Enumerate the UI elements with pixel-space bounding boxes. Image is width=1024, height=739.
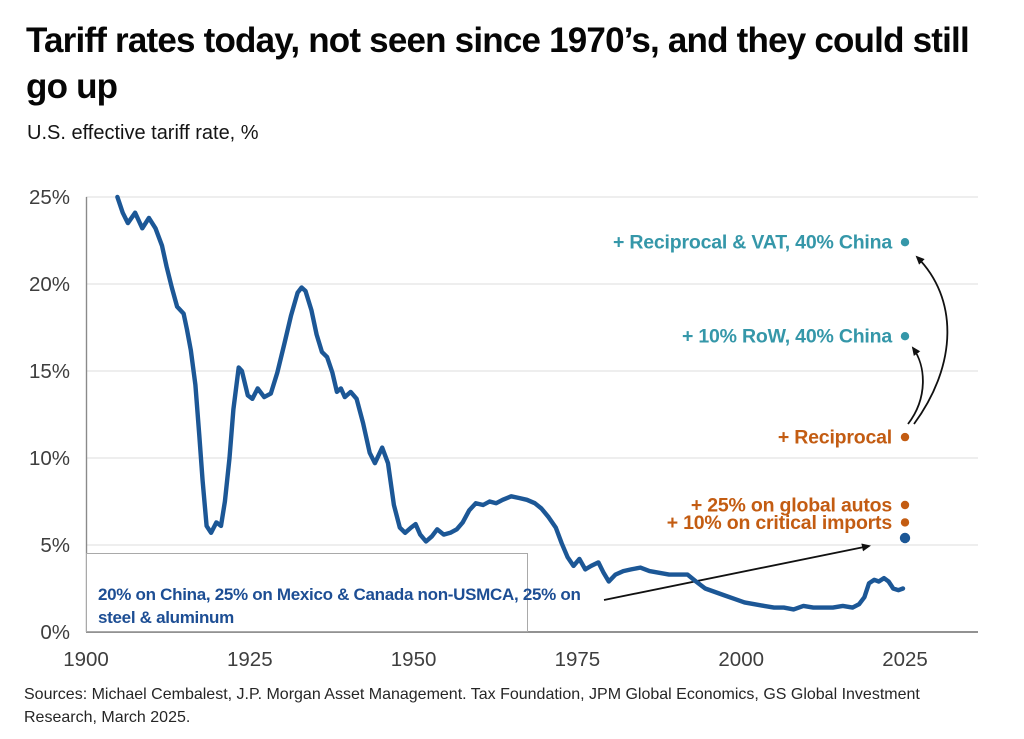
scenario-dot (900, 500, 910, 510)
callout-line-1: 20% on China, 25% on Mexico & Canada non… (98, 585, 581, 604)
arrow-to-current-tariff-dot (603, 543, 871, 601)
callout-text: 20% on China, 25% on Mexico & Canada non… (98, 583, 581, 629)
y-tick-label: 25% (29, 186, 70, 209)
annotation-arrows (603, 255, 949, 601)
tariff-rate-line (115, 194, 906, 612)
scenario-label: + 10% on critical imports (667, 512, 893, 534)
arrow-to-reciprocal-vat-dot (913, 255, 949, 425)
y-tick-label: 0% (40, 621, 70, 644)
x-tick-label: 1925 (227, 648, 273, 671)
x-tick-label: 2025 (882, 648, 928, 671)
y-tick-label: 5% (40, 534, 70, 557)
data-layer: + Reciprocal & VAT, 40% China + 10% RoW, … (115, 194, 911, 612)
scenario-dot (900, 432, 910, 442)
x-tick-label: 1950 (391, 648, 437, 671)
x-tick-label: 1975 (555, 648, 601, 671)
sources-note: Sources: Michael Cembalest, J.P. Morgan … (24, 686, 920, 727)
scenario-dot (900, 518, 910, 527)
arrow-to-row-china-dot (907, 346, 924, 425)
y-tick-label: 20% (29, 273, 70, 296)
current-tariff-dot (899, 532, 911, 544)
scenario-dot (900, 332, 910, 341)
callout-line-2: steel & aluminum (98, 608, 234, 627)
scenario-label: + Reciprocal (778, 427, 892, 449)
chart-title: Tariff rates today, not seen since 1970’… (26, 21, 970, 107)
scenario-dot (900, 238, 910, 247)
y-tick-label: 10% (29, 447, 70, 470)
current-tariffs-callout: 20% on China, 25% on Mexico & Canada non… (86, 553, 581, 632)
scenario-label: + 25% on global autos (691, 495, 892, 517)
scenario-label: + Reciprocal & VAT, 40% China (613, 232, 892, 254)
x-tick-label: 1900 (63, 648, 109, 671)
chart-subtitle: U.S. effective tariff rate, % (27, 122, 259, 144)
scenario-label: + 10% RoW, 40% China (682, 326, 892, 348)
x-tick-label: 2000 (718, 648, 764, 671)
y-tick-label: 15% (29, 360, 70, 383)
